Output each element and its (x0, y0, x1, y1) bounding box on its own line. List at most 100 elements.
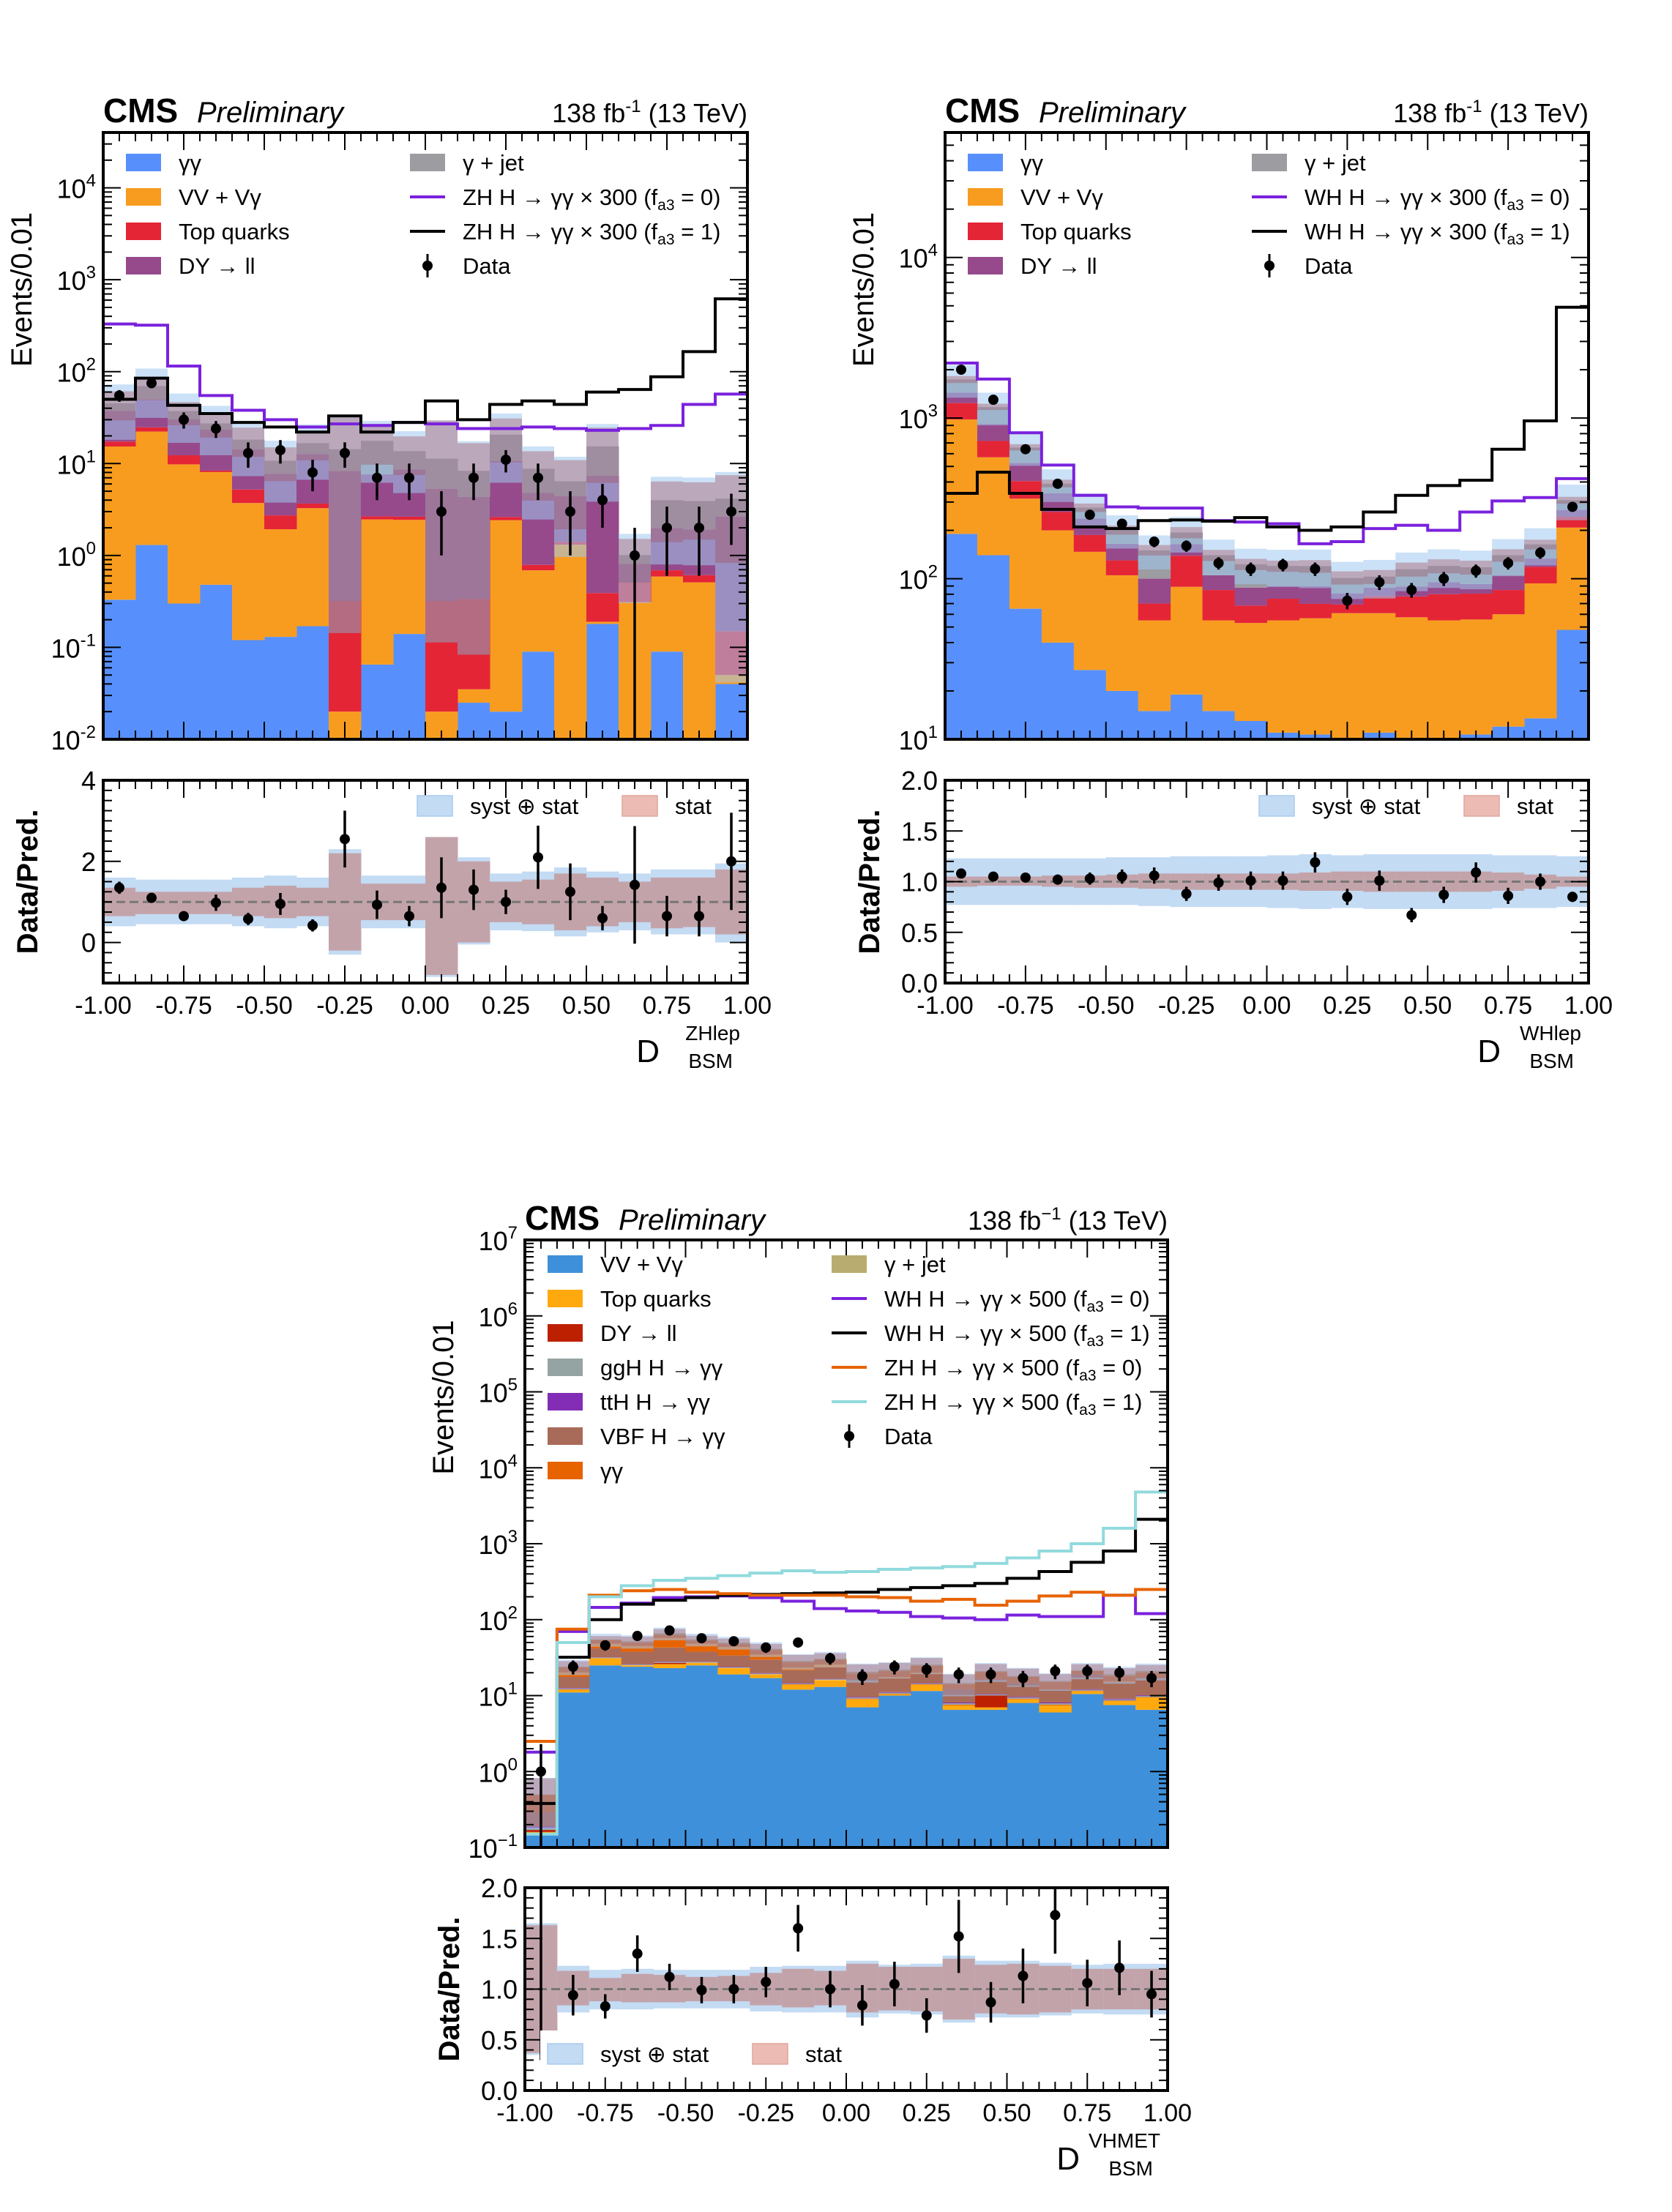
data-point (1082, 1666, 1093, 1677)
stack-bar (782, 1689, 815, 1847)
ratio-legend-label-stat: stat (1517, 793, 1553, 819)
stack-bar (782, 1670, 815, 1684)
stack-bar (1170, 586, 1203, 695)
panel-whlep: CMS Preliminary 138 fb-1 (13 TeV) 101 102 103… (848, 91, 1613, 1072)
legend-swatch (968, 223, 1003, 240)
legend-swatch (548, 1462, 583, 1479)
ratio-point (664, 1971, 675, 1982)
stack-bar (1103, 1681, 1136, 1699)
ratio-area (525, 1888, 1168, 2060)
data-point (565, 506, 575, 517)
ratio-y-axis-label: Data/Pred. (854, 810, 886, 954)
legend-swatch (832, 1255, 867, 1273)
lumi-label: 138 fb-1 (13 TeV) (1393, 97, 1589, 128)
x-tick-label: 0.50 (982, 2099, 1031, 2127)
ratio-y-axis-label: Data/Pred. (433, 1917, 466, 2062)
stack-bar (1202, 590, 1236, 621)
stat-band-bar (1331, 571, 1364, 585)
ratio-legend-label-total: syst ⊕ stat (1312, 793, 1421, 819)
data-point (856, 1671, 867, 1682)
stack-bar (1138, 603, 1171, 621)
ratio-point (1277, 875, 1288, 886)
x-tick-label: -0.50 (657, 2099, 714, 2127)
stat-band-bar (296, 431, 329, 460)
data-point (211, 423, 221, 434)
stack-bar (1105, 560, 1139, 575)
ratio-y-tick-label: 1.5 (481, 1924, 518, 1954)
x-tick-label: -0.50 (1078, 992, 1135, 1020)
legend-label: VV + Vγ (179, 184, 261, 210)
stack-bar (589, 1658, 622, 1666)
preliminary-label: Preliminary (1039, 97, 1187, 129)
stack-bar (910, 1673, 944, 1684)
legend-label: γγ (600, 1458, 624, 1484)
x-tick-label: -0.25 (738, 2099, 795, 2127)
ratio-point (243, 913, 253, 924)
stack-bar (1071, 1689, 1104, 1690)
stack-bar (621, 1664, 654, 1666)
data-point (1310, 564, 1321, 575)
stack-bar (556, 1692, 590, 1847)
legend-label: VV + Vγ (1020, 184, 1103, 210)
stack-bar (1492, 590, 1525, 615)
legend-label: Data (884, 1424, 933, 1449)
x-tick-label: 0.00 (1242, 992, 1291, 1020)
stack-bar (1009, 608, 1042, 739)
ratio-point (632, 1948, 643, 1959)
stack-bar (814, 1686, 847, 1847)
ratio-point (1342, 892, 1353, 903)
stack-bar (1427, 594, 1460, 621)
syst-band-bar (1524, 528, 1557, 566)
ratio-point (1146, 1989, 1157, 2000)
stack-bar (296, 508, 329, 627)
ratio-y-tick-label: 0.5 (481, 2025, 518, 2055)
y-tick-label: 103 (57, 263, 96, 296)
signal-line (525, 1588, 1168, 1743)
y-axis-label: Events/0.01 (428, 1320, 460, 1474)
data-point (1146, 1673, 1157, 1684)
stack-bar (296, 626, 329, 739)
x-tick-label: -0.25 (316, 992, 373, 1020)
stack-bar (556, 1689, 590, 1693)
ratio-y-tick-label: 0.0 (481, 2076, 518, 2106)
y-tick-label: 101 (57, 446, 96, 479)
legend-swatch (548, 1393, 583, 1410)
y-tick-label: 104 (57, 171, 96, 204)
panel-zhlep: CMS Preliminary 138 fb-1 (13 TeV) 10-2 10-1 1… (6, 91, 772, 1072)
stack-bar (1266, 586, 1299, 599)
stat-band-bar (1039, 1674, 1072, 1690)
ratio-y-tick-label: 2.0 (901, 766, 938, 796)
stack-bar (522, 564, 555, 571)
stack-bar (653, 1662, 686, 1663)
syst-band-bar (782, 1654, 815, 1670)
ratio-point (340, 834, 350, 845)
legend-swatch (548, 1427, 583, 1445)
ratio-point (211, 897, 221, 908)
syst-band-bar (1331, 561, 1364, 599)
legend-label: Top quarks (1020, 219, 1132, 244)
stack-bar (232, 640, 265, 739)
ratio-y-tick-label: 2 (81, 847, 96, 877)
data-point (1020, 444, 1031, 455)
legend-swatch (126, 257, 161, 274)
ratio-legend-swatch-stat (622, 795, 658, 817)
stack-bar (1105, 575, 1139, 691)
stack-bar (977, 555, 1010, 739)
data-point (953, 1669, 964, 1680)
legend-marker (422, 261, 433, 271)
ratio-area (945, 852, 1589, 922)
stack-bar (1073, 551, 1107, 670)
ratio-legend-label-total: syst ⊕ stat (470, 793, 579, 819)
stack-VV + Vγ (103, 431, 747, 739)
stack-bar (974, 1695, 1007, 1708)
stack-bar (586, 593, 619, 622)
stack-bar (782, 1683, 815, 1684)
lumi-label: 138 fb-1 (13 TeV) (552, 97, 747, 128)
stack-bar (586, 624, 619, 739)
ratio-point (696, 1984, 707, 1995)
legend-label: Top quarks (179, 219, 290, 244)
legend-item: ZH H → γγ × 300 (fa3 = 0) (410, 184, 720, 214)
ratio-point (565, 886, 575, 897)
stack-bar (135, 431, 168, 545)
